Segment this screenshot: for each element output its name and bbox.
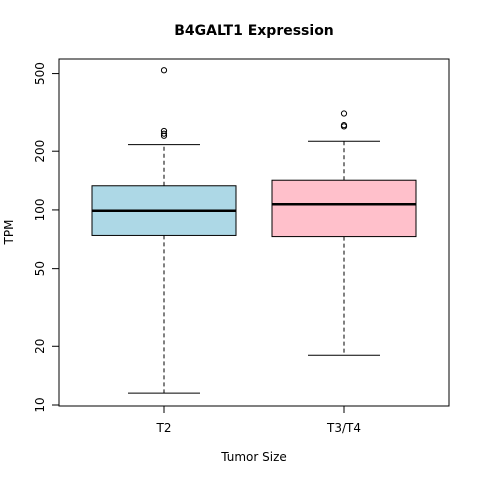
outlier-1-2 bbox=[340, 110, 348, 117]
x-axis: T2 T3/T4 bbox=[156, 406, 361, 435]
y-tick-label-20: 20 bbox=[33, 339, 47, 354]
y-tick-label-10: 10 bbox=[33, 397, 47, 412]
y-tick-label-500: 500 bbox=[33, 62, 47, 85]
outlier-0-1 bbox=[160, 130, 168, 137]
y-tick-label-200: 200 bbox=[33, 140, 47, 163]
y-tick-label-50: 50 bbox=[33, 261, 47, 276]
box-group-1 bbox=[271, 110, 417, 356]
x-tick-label-1: T3/T4 bbox=[326, 421, 361, 435]
x-axis-label: Tumor Size bbox=[220, 450, 287, 464]
y-tick-label-100: 100 bbox=[33, 198, 47, 221]
outlier-0-3 bbox=[160, 67, 168, 74]
chart-title: B4GALT1 Expression bbox=[174, 23, 334, 39]
outlier-0-2 bbox=[160, 127, 168, 135]
box-group-0 bbox=[91, 67, 237, 394]
plot-frame bbox=[58, 58, 450, 407]
y-axis: 10 20 50 100 200 500 bbox=[33, 62, 59, 413]
y-axis-label: TPM bbox=[2, 220, 16, 246]
x-tick-label-0: T2 bbox=[156, 421, 172, 435]
box-1 bbox=[271, 179, 417, 238]
outlier-1-1 bbox=[340, 122, 348, 129]
boxes bbox=[91, 67, 417, 394]
